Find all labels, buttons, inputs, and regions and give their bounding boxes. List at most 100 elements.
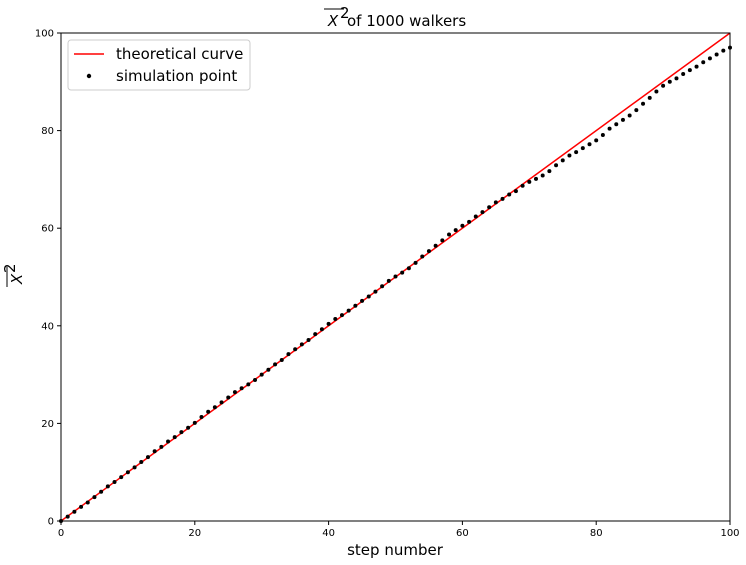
simulation-point (313, 332, 318, 337)
chart-title: X 2 of 1000 walkers (324, 4, 466, 30)
y-axis-label: X 2 (1, 263, 26, 287)
legend-entry-simulation: simulation point (116, 67, 237, 85)
simulation-point (179, 430, 184, 435)
y-axis-label-exponent: 2 (1, 263, 19, 273)
simulation-point (600, 132, 605, 137)
simulation-point (580, 146, 585, 151)
y-tick-label: 60 (41, 224, 54, 235)
simulation-point (319, 327, 324, 332)
simulation-point (440, 238, 445, 243)
x-axis: 0 20 40 60 80 100 (58, 521, 740, 539)
simulation-point (212, 405, 217, 410)
simulation-point (400, 270, 405, 275)
simulation-point (286, 352, 291, 357)
simulation-point (681, 71, 686, 76)
simulation-point (192, 420, 197, 425)
simulation-point (232, 390, 237, 395)
simulation-point (346, 308, 351, 313)
legend-entry-theoretical: theoretical curve (116, 45, 243, 63)
simulation-point (393, 274, 398, 279)
simulation-point (520, 183, 525, 188)
simulation-point (219, 400, 224, 405)
x-tick-label: 20 (188, 528, 201, 539)
simulation-point (654, 89, 659, 94)
y-tick-label: 80 (41, 126, 54, 137)
chart-title-math: X (327, 12, 339, 30)
simulation-point (574, 150, 579, 155)
simulation-point (333, 316, 338, 321)
simulation-point (694, 64, 699, 69)
simulation-point (513, 189, 518, 194)
x-tick-label: 80 (590, 528, 603, 539)
simulation-point (661, 83, 666, 88)
axes-frame (60, 32, 731, 522)
simulation-point (339, 313, 344, 318)
simulation-point (159, 444, 164, 449)
y-tick-label: 100 (35, 29, 54, 40)
simulation-point (500, 196, 505, 201)
simulation-point (554, 163, 559, 168)
y-tick-label: 20 (41, 419, 54, 430)
simulation-point (299, 342, 304, 347)
simulation-point (527, 179, 532, 184)
simulation-point (460, 223, 465, 228)
simulation-point (607, 126, 612, 131)
simulation-point (293, 347, 298, 352)
simulation-point (447, 232, 452, 237)
x-tick-label: 60 (456, 528, 469, 539)
simulation-point (667, 79, 672, 84)
simulation-point (132, 465, 137, 470)
simulation-point (493, 200, 498, 205)
simulation-point (426, 249, 431, 254)
simulation-point (353, 303, 358, 308)
simulation-point (413, 260, 418, 265)
simulation-point (105, 484, 110, 489)
simulation-point (259, 372, 264, 377)
simulation-point (433, 243, 438, 248)
chart-title-text: of 1000 walkers (347, 12, 466, 30)
simulation-point (714, 52, 719, 57)
simulation-point (72, 509, 77, 514)
simulation-point (634, 108, 639, 113)
simulation-point (125, 470, 130, 475)
simulation-point (467, 219, 472, 224)
x-tick-label: 100 (720, 528, 739, 539)
simulation-point (373, 289, 378, 294)
simulation-point (253, 377, 258, 382)
simulation-point (65, 514, 70, 519)
simulation-point (279, 357, 284, 362)
simulation-point (420, 254, 425, 259)
simulation-point (406, 266, 411, 271)
simulation-point (99, 489, 104, 494)
legend: theoretical curve simulation point (67, 39, 251, 91)
simulation-point (273, 362, 278, 367)
simulation-point (152, 449, 157, 454)
simulation-point (246, 382, 251, 387)
simulation-point (85, 500, 90, 505)
simulation-point (540, 173, 545, 178)
series-layer (59, 32, 732, 523)
simulation-point (707, 56, 712, 61)
simulation-point (186, 425, 191, 430)
simulation-point (266, 367, 271, 372)
simulation-point (306, 337, 311, 342)
simulation-point (206, 409, 211, 414)
simulation-point (674, 76, 679, 81)
y-axis-label-math: X (8, 273, 26, 285)
y-tick-label: 0 (48, 517, 54, 528)
legend-dot-swatch (86, 73, 92, 79)
simulation-point (560, 158, 565, 163)
simulation-point (567, 153, 572, 158)
chart-title-math-exponent: 2 (340, 4, 350, 22)
simulation-point (587, 142, 592, 147)
simulation-point (473, 214, 478, 219)
simulation-point (92, 495, 97, 500)
simulation-point (199, 415, 204, 420)
simulation-point (453, 228, 458, 233)
simulation-point (79, 504, 84, 509)
simulation-point (627, 113, 632, 118)
simulation-point (386, 278, 391, 283)
simulation-point (507, 192, 512, 197)
simulation-point (701, 60, 706, 65)
